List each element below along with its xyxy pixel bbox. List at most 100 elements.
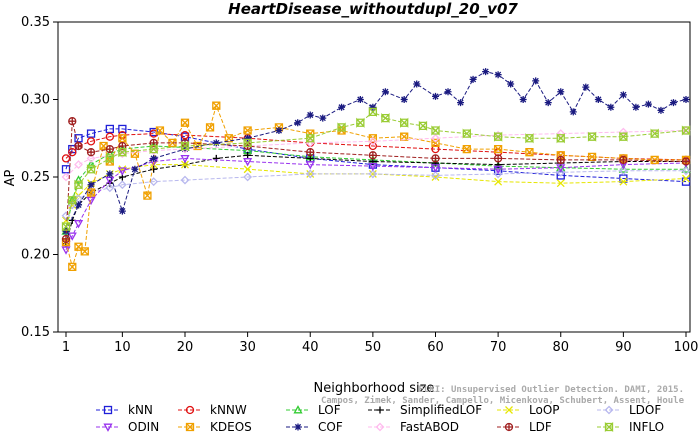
data-point: [493, 144, 503, 154]
x-tick-label: 10: [114, 340, 131, 355]
legend-marker: [294, 423, 302, 431]
data-point: [180, 118, 190, 127]
data-point: [462, 128, 471, 139]
data-point: [431, 92, 439, 100]
data-point: [155, 126, 165, 135]
data-point: [519, 96, 527, 103]
legend-marker: [293, 405, 303, 414]
data-point: [306, 111, 314, 119]
data-point: [525, 148, 534, 157]
legend-marker: [103, 405, 113, 415]
data-point: [669, 99, 677, 107]
data-point: [75, 201, 83, 209]
data-point: [149, 177, 159, 187]
series-line: [65, 164, 687, 221]
x-tick-label: 20: [177, 340, 194, 355]
data-point: [368, 141, 378, 151]
data-point: [212, 154, 220, 162]
data-point: [368, 106, 378, 117]
data-point: [294, 119, 302, 127]
legend-item: ODIN: [96, 420, 159, 434]
data-point: [381, 113, 390, 124]
data-point: [68, 148, 77, 157]
x-tick-label: 100: [674, 340, 698, 355]
x-tick-label: 30: [239, 340, 256, 355]
legend-marker: [185, 405, 195, 415]
data-point: [431, 125, 440, 136]
data-point: [243, 137, 252, 148]
data-point: [68, 262, 77, 272]
x-tick-label: 70: [490, 340, 507, 355]
legend-label: COF: [318, 420, 343, 434]
data-point: [149, 144, 158, 155]
series-loop: [62, 160, 690, 225]
legend-label: LDF: [529, 420, 552, 434]
legend-item: KDEOS: [178, 420, 252, 434]
data-point: [180, 140, 190, 152]
data-point: [180, 154, 190, 164]
data-point: [67, 195, 77, 204]
data-point: [337, 122, 346, 133]
data-point: [86, 148, 96, 157]
data-point: [582, 83, 590, 91]
legend-marker: [375, 422, 385, 432]
data-point: [532, 77, 540, 85]
legend-item: LOF: [286, 403, 341, 417]
series-line: [65, 157, 687, 251]
data-point: [682, 174, 690, 183]
chart-title: HeartDisease_withoutdupl_20_v07: [228, 0, 518, 18]
legend-label: kNNW: [210, 403, 247, 417]
legend-item: FastABOD: [368, 420, 459, 434]
data-point: [618, 127, 628, 137]
series-line: [65, 130, 687, 178]
legend-marker: [376, 406, 384, 414]
legend-item: LDF: [497, 420, 552, 434]
data-point: [212, 101, 221, 110]
data-point: [619, 131, 628, 142]
data-point: [180, 175, 190, 185]
legend-item: COF: [286, 420, 343, 434]
data-point: [181, 160, 189, 169]
data-point: [544, 99, 552, 107]
data-point: [381, 88, 389, 96]
series-layer: [61, 68, 691, 272]
data-point: [556, 133, 565, 144]
data-point: [305, 161, 315, 170]
data-point: [117, 149, 127, 159]
data-point: [74, 141, 83, 151]
series-cof: [62, 68, 690, 235]
data-point: [619, 177, 628, 186]
legend-marker: [504, 422, 514, 432]
legend-marker: [103, 423, 113, 432]
data-point: [368, 162, 378, 171]
series-line: [65, 145, 686, 232]
data-point: [369, 103, 377, 111]
data-point: [306, 148, 315, 157]
data-point: [619, 155, 628, 165]
data-point: [400, 96, 408, 103]
legend-label: LDOF: [629, 403, 661, 417]
axis-layer: 1 10 20 30 40 50 60 70 80 90 100 0.15 0.20 0.25 0.30 0.…: [21, 15, 698, 355]
credit-line-1: ELKI: Unsupervised Outlier Detection. DA…: [418, 384, 684, 395]
legend-label: INFLO: [629, 420, 664, 434]
data-point: [507, 80, 515, 88]
data-point: [205, 123, 215, 132]
data-point: [681, 166, 691, 176]
data-point: [117, 167, 127, 176]
data-point: [74, 160, 83, 170]
data-point: [650, 128, 659, 139]
legend-label: LoOP: [529, 403, 560, 417]
data-point: [430, 164, 441, 173]
data-point: [306, 133, 315, 144]
data-point: [61, 234, 71, 244]
legend-label: FastABOD: [400, 420, 459, 434]
x-tick-label: 1: [62, 340, 70, 355]
data-point: [469, 75, 477, 83]
data-point: [556, 179, 565, 188]
data-point: [243, 158, 253, 167]
data-point: [413, 80, 421, 88]
data-point: [493, 169, 503, 179]
data-point: [368, 169, 378, 179]
legend-marker: [505, 406, 513, 414]
legend-item: LoOP: [497, 403, 560, 417]
